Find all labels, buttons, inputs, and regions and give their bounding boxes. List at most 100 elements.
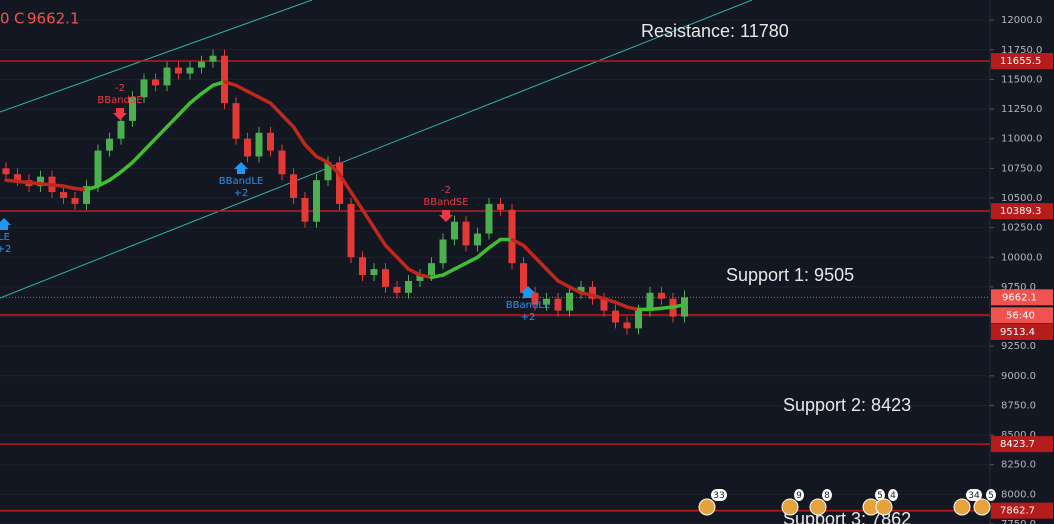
moving-average (579, 291, 595, 297)
moving-average (625, 305, 641, 312)
candle-body (658, 292, 665, 299)
grid (0, 19, 990, 524)
close-prefix: C (14, 10, 24, 28)
y-tick-label: 12000.0 (1001, 15, 1042, 26)
price-box (991, 323, 1053, 340)
price-box (991, 502, 1053, 519)
channel-line (0, 0, 753, 299)
event-badge-label: 33 (713, 491, 724, 501)
moving-average (257, 95, 273, 105)
badges: 33 9 8 5 4 34 5 (698, 489, 996, 516)
moving-average (314, 154, 330, 165)
signal-qty: +2 (234, 188, 249, 199)
close-value: 9662.1 (27, 10, 80, 28)
candle-body (117, 120, 125, 139)
moving-average (84, 184, 100, 192)
candle-body (198, 61, 205, 68)
candle-body (359, 257, 366, 276)
moving-average (418, 273, 434, 280)
axis: 7750.0 8000.0 8250.0 8500.0 8750.0 9000.0 9250… (990, 15, 1053, 524)
moving-average (303, 142, 319, 159)
annotation: Support 2: 8423 (783, 395, 911, 415)
candle-body (646, 292, 654, 311)
signal-arrow (0, 218, 11, 230)
candle-body (635, 310, 642, 329)
candle-body (71, 197, 79, 204)
moving-average (142, 136, 158, 153)
moving-average (567, 285, 583, 295)
event-icon (809, 498, 827, 516)
moving-average (165, 113, 181, 129)
signal-label: BBandSE (423, 197, 468, 208)
candle-body (543, 298, 550, 305)
signal-label: LE (0, 232, 10, 243)
event-badge-label: 34 (968, 491, 980, 501)
candle-body (393, 286, 401, 293)
moving-average (50, 183, 66, 188)
annotation: Resistance: 11780 (641, 21, 789, 41)
candle-body (163, 67, 171, 86)
signal-label: BBandSE (97, 95, 142, 106)
event-icon (781, 498, 799, 516)
candle-body (324, 162, 332, 181)
moving-average (107, 170, 123, 182)
candle-body (140, 79, 148, 98)
moving-average (15, 179, 31, 185)
signal-arrow (113, 108, 127, 120)
moving-average (395, 255, 411, 271)
candle-body (106, 138, 113, 151)
candle-body (152, 79, 159, 86)
moving-average (245, 89, 261, 99)
candle-body (209, 55, 217, 62)
candle-body (600, 298, 608, 311)
moving-average (38, 182, 54, 187)
moving-average (349, 190, 365, 212)
moving-average (27, 180, 43, 186)
candle-body (37, 176, 44, 187)
moving-average (61, 184, 77, 191)
moving-average (360, 208, 376, 230)
y-tick-label: 10500.0 (1001, 193, 1042, 204)
moving-average (372, 225, 388, 248)
y-tick-label: 11250.0 (1001, 104, 1042, 115)
candle-body (2, 168, 10, 175)
candle-body (428, 263, 435, 276)
candle-body (382, 269, 389, 287)
current-price-label: 9662.1 (1002, 292, 1037, 303)
moving-average (613, 300, 629, 309)
moving-average (188, 91, 204, 105)
event-badge (966, 489, 982, 501)
candle-body (301, 197, 309, 222)
y-tick-label: 8750.0 (1001, 400, 1036, 411)
moving-average (590, 293, 606, 301)
moving-average (199, 83, 215, 96)
moving-average (659, 305, 675, 310)
y-tick-label: 10250.0 (1001, 223, 1042, 234)
moving-average (176, 101, 192, 117)
moving-average (291, 125, 307, 147)
moving-average (556, 279, 572, 289)
candle-body (278, 150, 286, 175)
moving-average (4, 178, 20, 184)
candle-body (244, 138, 251, 157)
price-box-label: 9513.4 (1000, 327, 1035, 338)
candle-body (232, 103, 240, 139)
candle-body (370, 269, 378, 276)
cut-text: 0 (0, 10, 10, 28)
y-tick-label: 11500.0 (1001, 74, 1042, 85)
signal-qty: +2 (0, 244, 11, 255)
moving-average (487, 237, 503, 250)
annotation: Support 1: 9505 (726, 265, 854, 285)
price-box-label: 8423.7 (1000, 439, 1035, 450)
event-badge (875, 489, 885, 501)
moving-average (406, 267, 422, 277)
candle-body (485, 203, 493, 234)
moving-average (510, 237, 526, 248)
moving-average (441, 267, 457, 277)
y-tick-label: 11750.0 (1001, 45, 1042, 56)
price-box (991, 436, 1053, 453)
candle-body (290, 174, 297, 198)
y-tick-label: 11000.0 (1001, 134, 1042, 145)
y-tick-label: 10750.0 (1001, 163, 1042, 174)
